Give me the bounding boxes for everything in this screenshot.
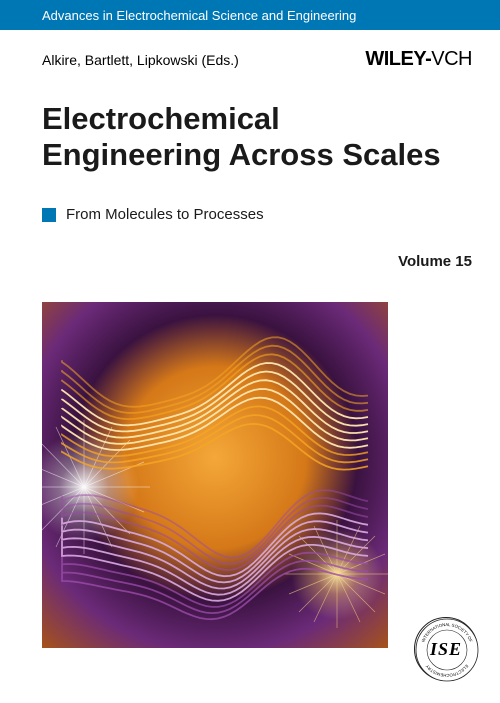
cover-artwork — [42, 302, 388, 648]
book-subtitle: From Molecules to Processes — [66, 206, 264, 223]
subtitle-row: From Molecules to Processes — [0, 172, 500, 223]
ise-logo-circle: INTERNATIONAL SOCIETY OF ELECTROCHEMISTR… — [414, 617, 478, 681]
publisher-sub: VCH — [431, 48, 472, 70]
volume-row: Volume 15 — [0, 223, 500, 270]
editors-names: Alkire, Bartlett, Lipkowski (Eds.) — [42, 52, 239, 68]
publisher-logo: WILEY-VCH — [365, 48, 472, 71]
volume-label: Volume 15 — [398, 253, 472, 270]
book-title: Electrochemical Engineering Across Scale… — [42, 101, 472, 172]
ise-society-logo: INTERNATIONAL SOCIETY OF ELECTROCHEMISTR… — [414, 617, 478, 681]
waveform-illustration — [42, 302, 388, 648]
ise-acronym: ISE — [430, 639, 462, 660]
accent-square-icon — [42, 208, 56, 222]
title-line2: Engineering Across Scales — [42, 137, 441, 172]
publisher-main: WILEY- — [365, 48, 431, 70]
title-block: Electrochemical Engineering Across Scale… — [0, 75, 500, 172]
editors-publisher-row: Alkire, Bartlett, Lipkowski (Eds.) WILEY… — [0, 30, 500, 75]
title-line1: Electrochemical — [42, 101, 280, 136]
series-header-bar: Advances in Electrochemical Science and … — [0, 0, 500, 30]
series-name: Advances in Electrochemical Science and … — [42, 8, 356, 23]
